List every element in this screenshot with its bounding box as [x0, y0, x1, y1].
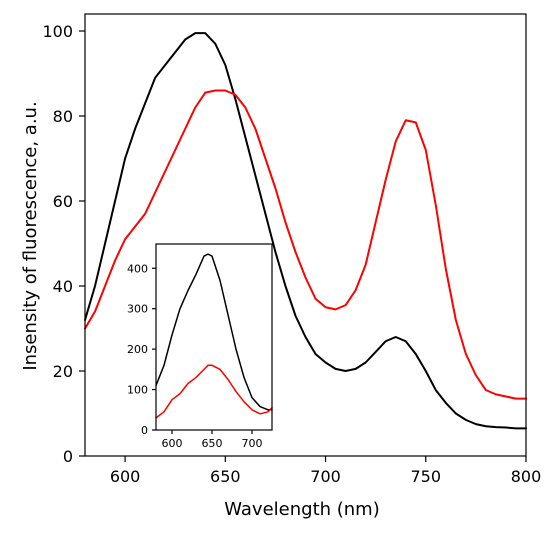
y-axis-title: Insensity of fluorescence, a.u. — [20, 101, 41, 370]
inset-y-tick-label: 300 — [127, 303, 148, 316]
inset-x-tick-label: 650 — [202, 437, 223, 450]
inset-y-tick-label: 0 — [141, 424, 148, 437]
main-x-tick-label: 800 — [511, 467, 542, 486]
main-y-tick-label: 40 — [53, 277, 73, 296]
inset-x-tick-label: 700 — [242, 437, 263, 450]
main-x-tick-label: 750 — [410, 467, 441, 486]
inset-series-2-line — [155, 364, 273, 419]
inset-series-1-line — [155, 253, 273, 411]
inset-x-tick-label: 600 — [162, 437, 183, 450]
x-axis-title: Wavelength (nm) — [224, 499, 380, 520]
inset-y-tick-label: 100 — [127, 384, 148, 397]
main-x-tick-label: 600 — [110, 467, 141, 486]
main-y-tick-label: 60 — [53, 192, 73, 211]
main-series-2-line — [84, 89, 527, 400]
main-y-tick-label: 100 — [42, 22, 73, 41]
main-y-tick-label: 0 — [63, 447, 73, 466]
main-plot: 600 650 700 750 800 0 20 40 60 80 100 — [42, 13, 542, 486]
main-frame — [84, 13, 527, 457]
inset-y-tick-label: 400 — [127, 262, 148, 275]
inset-frame — [155, 243, 273, 431]
main-series-1-line — [84, 32, 527, 430]
inset-plot: 600 650 700 0 100 200 300 400 — [127, 243, 273, 450]
main-x-tick-label: 700 — [310, 467, 341, 486]
inset-y-tick-label: 200 — [127, 343, 148, 356]
inset-background — [156, 244, 272, 430]
main-y-tick-label: 80 — [53, 107, 73, 126]
main-x-tick-label: 650 — [210, 467, 241, 486]
main-y-tick-label: 20 — [53, 362, 73, 381]
